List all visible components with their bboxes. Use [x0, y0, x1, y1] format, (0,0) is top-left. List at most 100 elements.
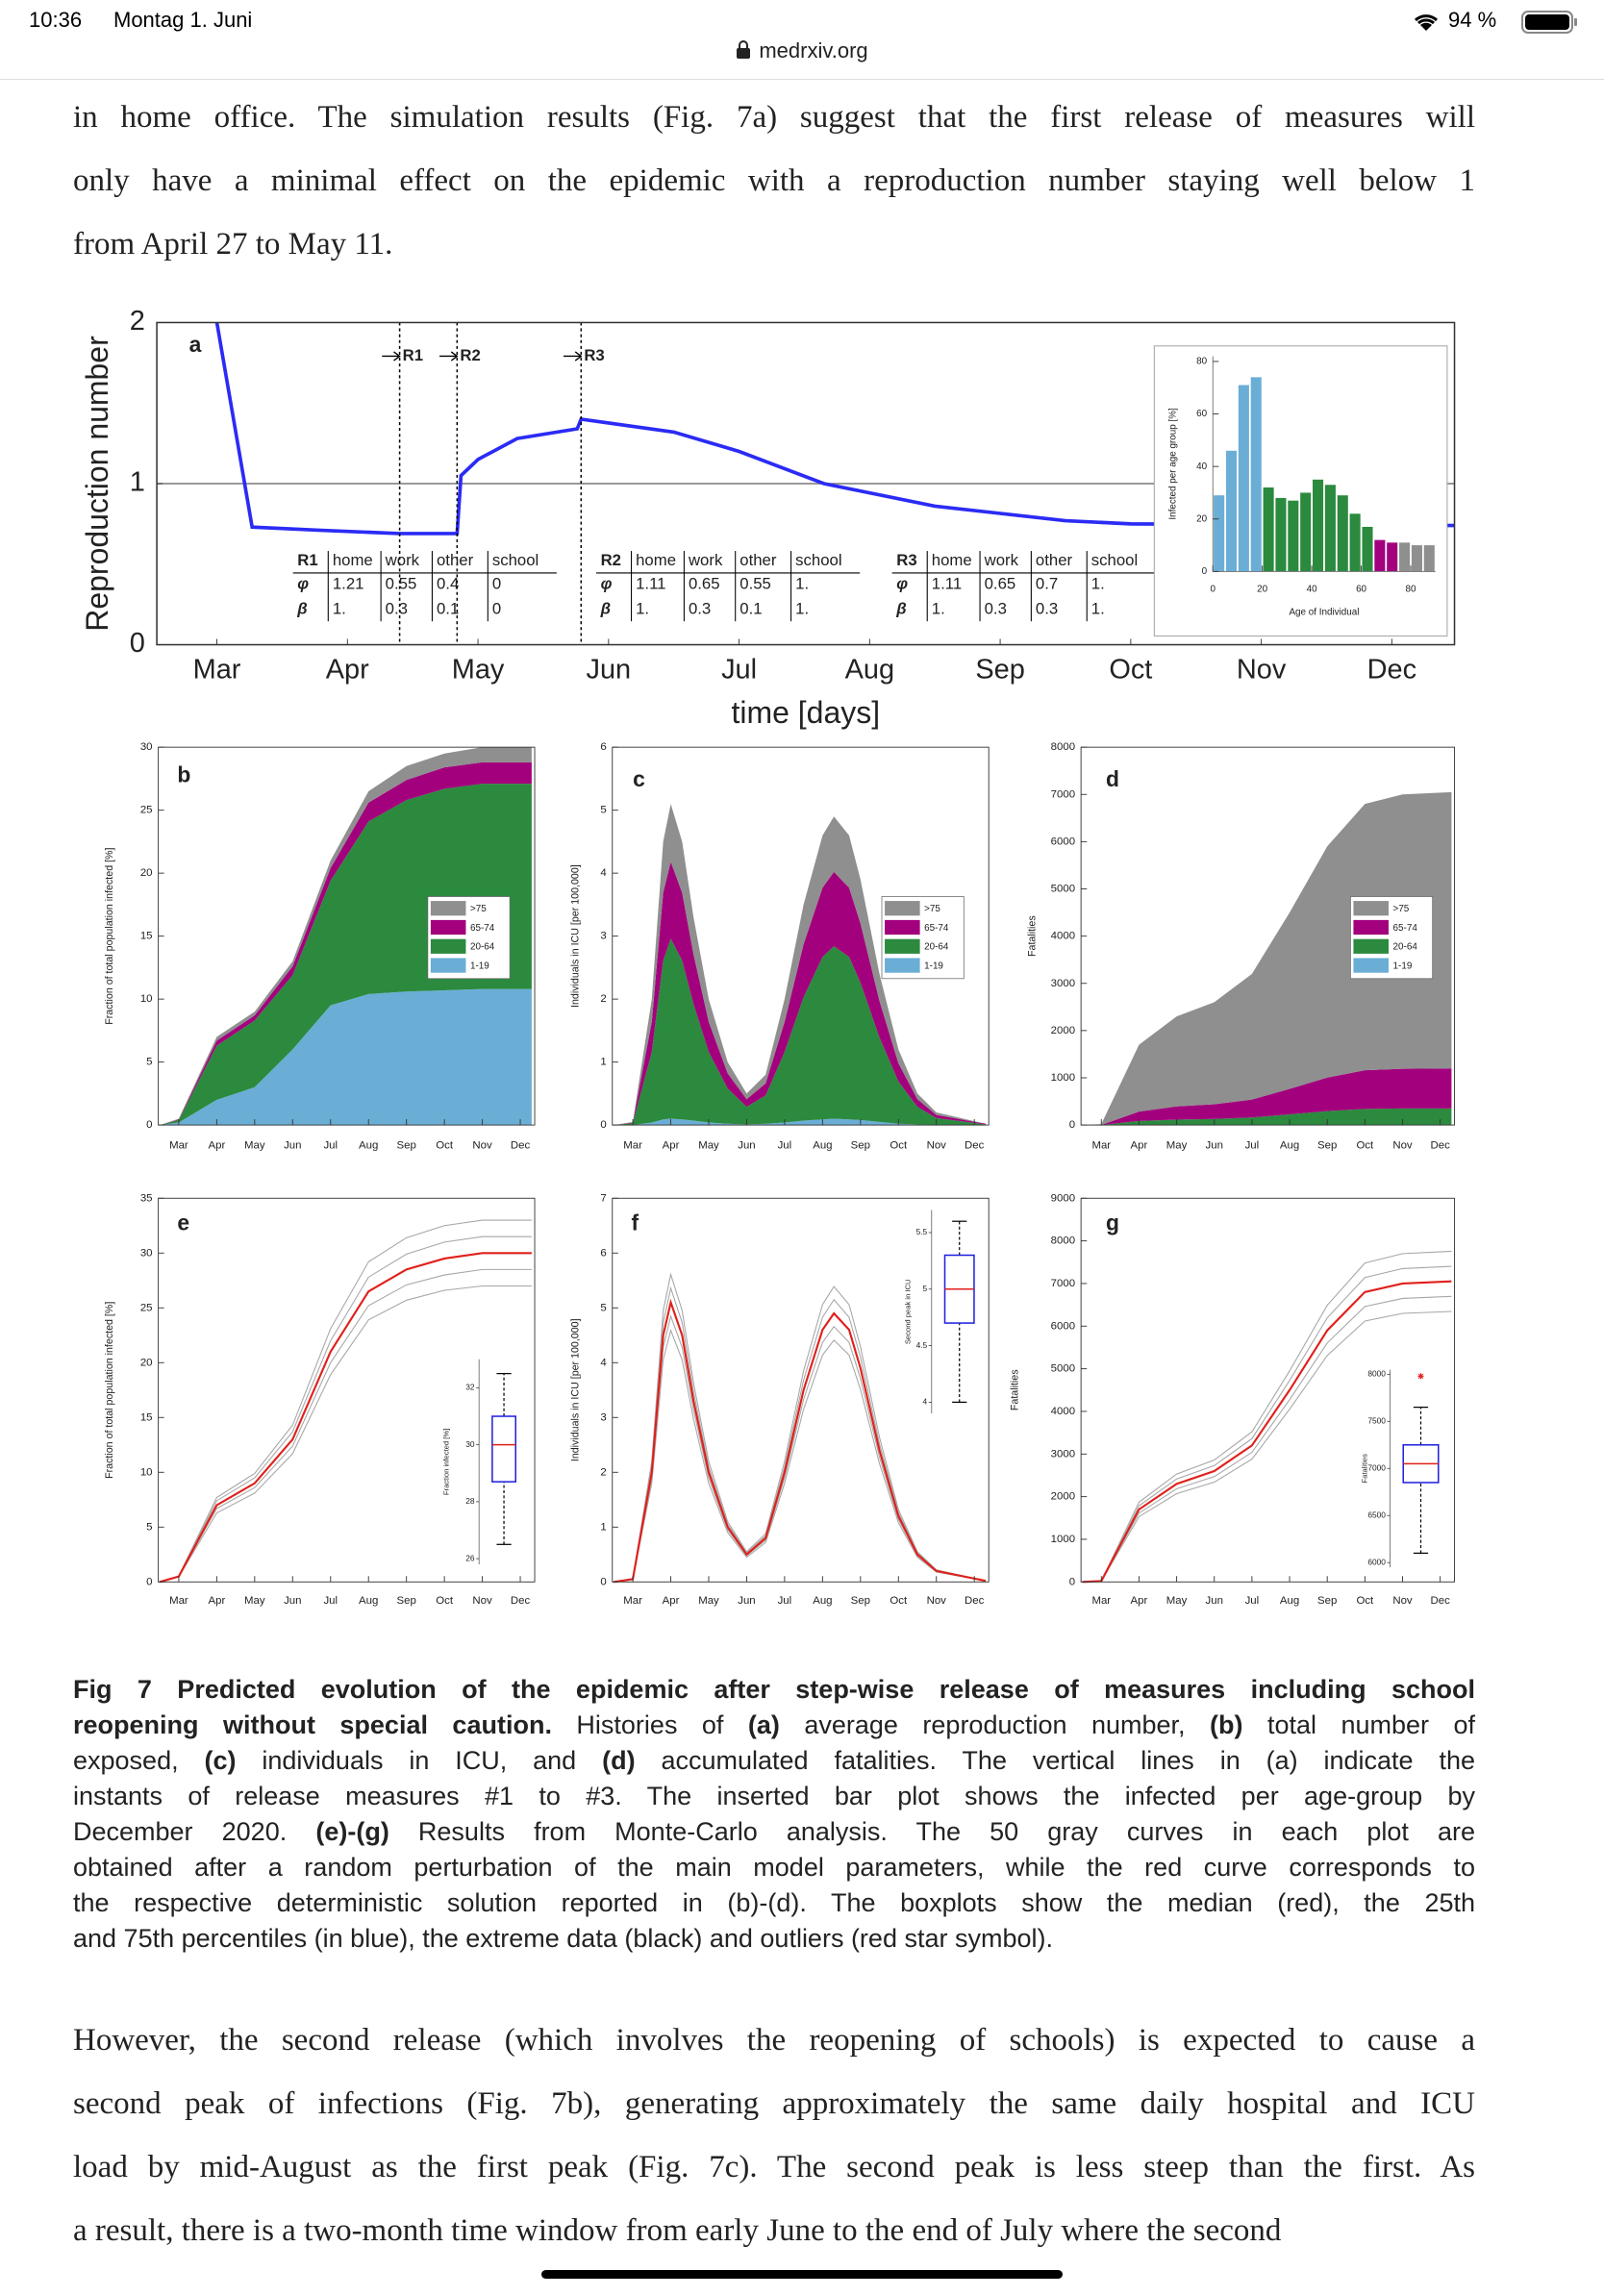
series-line — [1082, 1310, 1452, 1583]
y-tick-label: 1000 — [1051, 1534, 1075, 1545]
x-tick-label: 40 — [1307, 584, 1317, 594]
x-tick-label: Jul — [778, 1139, 792, 1151]
text-line: However, the second release (which invol… — [73, 2023, 1475, 2058]
table-cell: other — [739, 551, 777, 569]
home-indicator[interactable] — [541, 2270, 1063, 2279]
y-tick-label: 15 — [140, 931, 153, 942]
legend-swatch — [885, 958, 920, 973]
legend-swatch — [430, 901, 466, 916]
x-tick-label: May — [452, 655, 505, 686]
x-tick-label: Apr — [663, 1595, 680, 1607]
legend-swatch — [1353, 901, 1389, 916]
y-tick-label: 7000 — [1367, 1462, 1386, 1472]
x-tick-label: Aug — [359, 1595, 378, 1607]
y-tick-label: 2 — [600, 993, 606, 1005]
box — [491, 1415, 516, 1483]
y-tick-label: 8000 — [1367, 1369, 1386, 1379]
caption-line: reopening without special caution. Histo… — [73, 1708, 1475, 1743]
marker-arrow — [382, 351, 401, 362]
y-tick-label: 32 — [465, 1383, 475, 1392]
y-tick-label: 4 — [923, 1397, 928, 1407]
caption-text: the respective deterministic solution re… — [73, 1888, 1475, 1917]
table-cell: 0.7 — [1036, 575, 1058, 593]
y-axis-label: Fraction of total population infected [%… — [104, 847, 115, 1024]
text-line: load by mid-August as the first peak (Fi… — [73, 2150, 1475, 2184]
series-line — [1082, 1250, 1452, 1583]
bar — [1300, 492, 1312, 572]
legend-label: 1-19 — [924, 961, 943, 971]
x-tick-label: Aug — [359, 1139, 378, 1151]
x-tick-label: Sep — [1317, 1139, 1337, 1151]
y-tick-label: 8000 — [1051, 741, 1075, 753]
y-tick-label: 26 — [465, 1553, 475, 1562]
x-tick-label: Dec — [1431, 1139, 1451, 1151]
y-tick-label: 20 — [1196, 513, 1207, 524]
bar — [1387, 542, 1398, 572]
y-tick-label: 7000 — [1051, 788, 1075, 800]
caption-bold: (e)-(g) — [315, 1817, 389, 1846]
url: medrxiv.org — [759, 38, 868, 62]
legend-label: 65-74 — [1393, 923, 1418, 934]
stacked-area — [1082, 1108, 1452, 1126]
x-tick-label: Oct — [436, 1139, 454, 1151]
y-tick-label: 8000 — [1051, 1235, 1075, 1247]
battery-icon — [1521, 11, 1577, 34]
legend-swatch — [1353, 919, 1389, 936]
caption-text: obtained after a random perturbation of … — [73, 1853, 1475, 1882]
bar — [1324, 485, 1336, 572]
y-tick-label: 25 — [140, 1302, 153, 1313]
series-line — [614, 1272, 987, 1583]
y-tick-label: 6 — [600, 741, 606, 753]
bar — [1337, 495, 1348, 572]
panel-label: g — [1106, 1210, 1119, 1235]
stacked-area — [614, 938, 987, 1126]
x-tick-label: Sep — [397, 1139, 416, 1151]
series-line — [614, 1328, 987, 1583]
table-cell: work — [688, 551, 723, 569]
y-tick-label: 5 — [600, 1302, 606, 1313]
table-cell: 0.65 — [689, 575, 720, 593]
table-cell: R1 — [297, 551, 317, 569]
y-axis-label: Fatalities — [1009, 1369, 1020, 1410]
y-tick-label: 0 — [1202, 566, 1208, 577]
y-axis-label: Infected per age group [%] — [1168, 408, 1179, 520]
x-tick-label: Aug — [1280, 1595, 1299, 1607]
address-bar[interactable]: medrxiv.org — [0, 38, 1604, 63]
table-cell: 1. — [1091, 575, 1105, 593]
x-tick-label: Sep — [975, 655, 1024, 686]
x-tick-label: 80 — [1406, 584, 1416, 594]
caption-text: and 75th percentiles (in blue), the extr… — [73, 1924, 1053, 1953]
plot-frame — [158, 1197, 536, 1583]
y-tick-label: 0 — [146, 1576, 152, 1587]
text-line: second peak of infections (Fig. 7b), gen… — [73, 2086, 1475, 2121]
text-line: from April 27 to May 11. — [73, 227, 393, 262]
caption-text: Histories of — [551, 1710, 748, 1739]
y-tick-label: 2000 — [1051, 1025, 1075, 1036]
stacked-area — [160, 784, 532, 1126]
caption-text: instants of release measures #1 to #3. T… — [73, 1782, 1475, 1810]
caption-text: Results from Monte-Carlo analysis. The 5… — [388, 1817, 1475, 1846]
y-axis-label: Second peak in ICU — [903, 1279, 912, 1344]
table-cell: 1.21 — [333, 575, 364, 593]
marker-label: R3 — [584, 346, 604, 364]
lock-icon — [737, 40, 751, 59]
table-cell: β — [600, 599, 611, 617]
stacked-area — [1082, 1068, 1452, 1126]
panel-label: c — [633, 766, 645, 791]
x-axis-label: Age of Individual — [1289, 608, 1359, 618]
x-tick-label: May — [698, 1595, 719, 1607]
y-tick-label: 3000 — [1051, 978, 1075, 989]
table-cell: 0.65 — [985, 575, 1016, 593]
series-line — [614, 1313, 987, 1583]
x-tick-label: Oct — [890, 1139, 908, 1151]
y-tick-label: 1 — [600, 1057, 606, 1068]
table-cell: 1. — [1091, 599, 1105, 617]
text-line: in home office. The simulation results (… — [73, 100, 1475, 135]
y-tick-label: 2 — [600, 1466, 606, 1478]
x-tick-label: Jul — [323, 1139, 338, 1151]
x-tick-label: Oct — [1356, 1595, 1374, 1607]
legend-label: >75 — [1393, 904, 1410, 914]
x-tick-label: Dec — [1431, 1595, 1451, 1607]
table-cell: R2 — [601, 551, 621, 569]
stacked-area — [160, 988, 532, 1126]
